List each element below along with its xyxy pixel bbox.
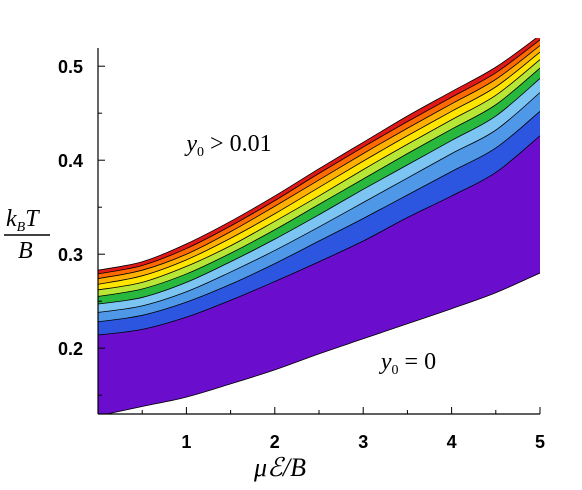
y-axis-label: kBT B [4,206,50,264]
y-label-numerator-sub: B [17,220,26,235]
annotations: y0 > 0.01 y0 = 0 [184,131,436,378]
annotation-upper-region: y0 > 0.01 [184,131,271,160]
contour-line-3 [98,78,540,305]
y-label-numerator-tail: T [25,206,40,232]
contour-line-1 [98,111,540,323]
contour-line-0 [98,135,540,336]
annotation-lower-region: y0 = 0 [379,349,436,378]
y-tick-label: 0.4 [58,151,83,171]
contour-line-6 [98,51,540,285]
plot-area [98,38,540,414]
y-label-numerator-main: k [6,206,17,232]
axes [97,48,541,415]
contour-line-9 [98,38,537,271]
lower-boundary-line [104,272,540,414]
contour-line-5 [98,59,540,291]
contour-line-4 [98,67,540,297]
x-tick-label: 5 [535,432,545,452]
x-tick-label: 2 [270,432,280,452]
contour-line-8 [98,39,540,275]
contour-band-0 [98,135,540,414]
contour-line-2 [98,92,540,313]
y-tick-label: 0.2 [58,339,83,359]
tick-labels: 1 2 3 4 5 0.2 0.3 0.4 0.5 [58,57,545,452]
x-axis-label: μℰ/B [253,453,306,482]
x-tick-label: 1 [181,432,191,452]
y-tick-label: 0.5 [58,57,83,77]
svg-text:kBT: kBT [6,206,40,235]
y-label-denominator: B [18,238,33,264]
x-tick-label: 3 [358,432,368,452]
y-tick-label: 0.3 [58,245,83,265]
x-tick-label: 4 [447,432,457,452]
contour-line-7 [98,45,540,280]
